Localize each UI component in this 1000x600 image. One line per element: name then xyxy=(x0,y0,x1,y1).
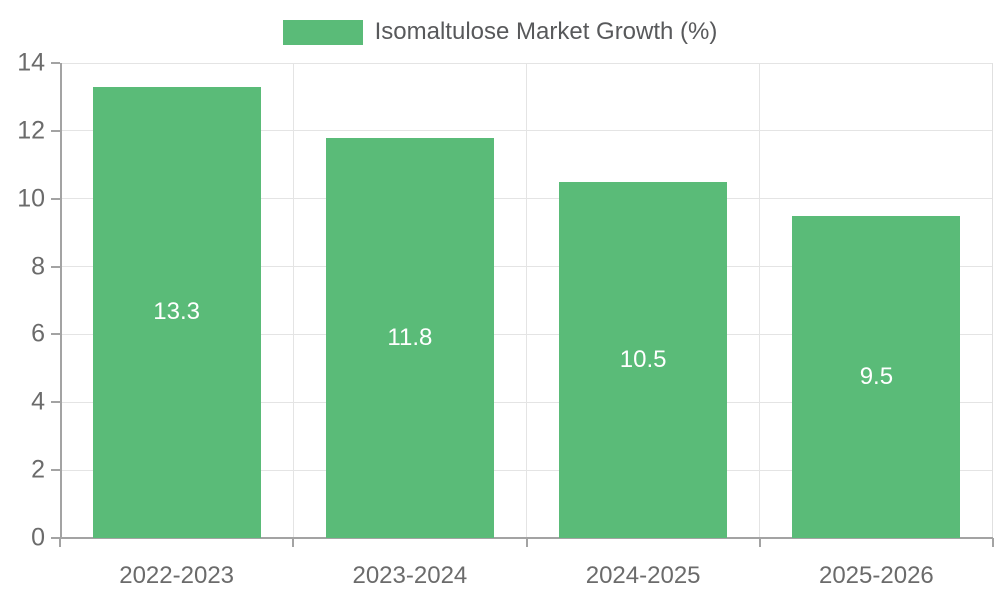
y-tick xyxy=(51,537,60,539)
bar-value-label: 10.5 xyxy=(619,345,667,373)
bar-value-label: 11.8 xyxy=(387,323,433,351)
y-tick-label: 8 xyxy=(31,252,45,281)
x-tick xyxy=(525,538,528,547)
y-tick xyxy=(51,265,60,268)
x-gridline xyxy=(292,63,294,538)
y-tick xyxy=(51,469,60,472)
bar-value-label: 9.5 xyxy=(859,362,894,390)
y-tick-label: 12 xyxy=(17,116,45,145)
x-axis-label: 2022-2023 xyxy=(119,562,235,589)
legend: Isomaltulose Market Growth (%) xyxy=(0,16,1000,48)
bar xyxy=(792,215,961,538)
y-tick-label: 14 xyxy=(17,48,45,77)
right-spine xyxy=(992,63,993,538)
y-tick-label: 6 xyxy=(31,319,45,348)
x-tick xyxy=(292,538,295,547)
x-axis-label: 2025-2026 xyxy=(818,562,934,589)
legend-swatch xyxy=(282,19,363,45)
y-tick xyxy=(51,197,60,200)
bar xyxy=(559,181,728,538)
x-axis-line xyxy=(60,537,993,539)
y-tick xyxy=(51,401,60,404)
x-gridline xyxy=(526,63,527,538)
x-tick xyxy=(758,538,761,547)
legend-label: Isomaltulose Market Growth (%) xyxy=(374,18,718,45)
y-tick-label: 2 xyxy=(31,455,45,484)
y-tick xyxy=(51,62,60,64)
bar xyxy=(325,137,494,538)
x-tick xyxy=(59,538,61,547)
y-tick xyxy=(51,333,60,336)
bar xyxy=(92,86,261,538)
plot-area: 0 2 4 6 8 10 12 14 13.3 2022-2023 11.8 2023-2024 10.… xyxy=(17,49,994,589)
x-axis-label: 2024-2025 xyxy=(585,562,701,589)
x-gridline xyxy=(759,63,761,538)
x-tick xyxy=(992,538,994,547)
y-tick-label: 4 xyxy=(31,387,45,416)
y-axis-line xyxy=(60,63,62,538)
x-axis-label: 2023-2024 xyxy=(352,562,468,589)
y-tick-label: 10 xyxy=(17,184,45,213)
y-tick-label: 0 xyxy=(31,523,45,552)
y-tick xyxy=(51,129,60,132)
bar-value-label: 13.3 xyxy=(153,298,200,326)
